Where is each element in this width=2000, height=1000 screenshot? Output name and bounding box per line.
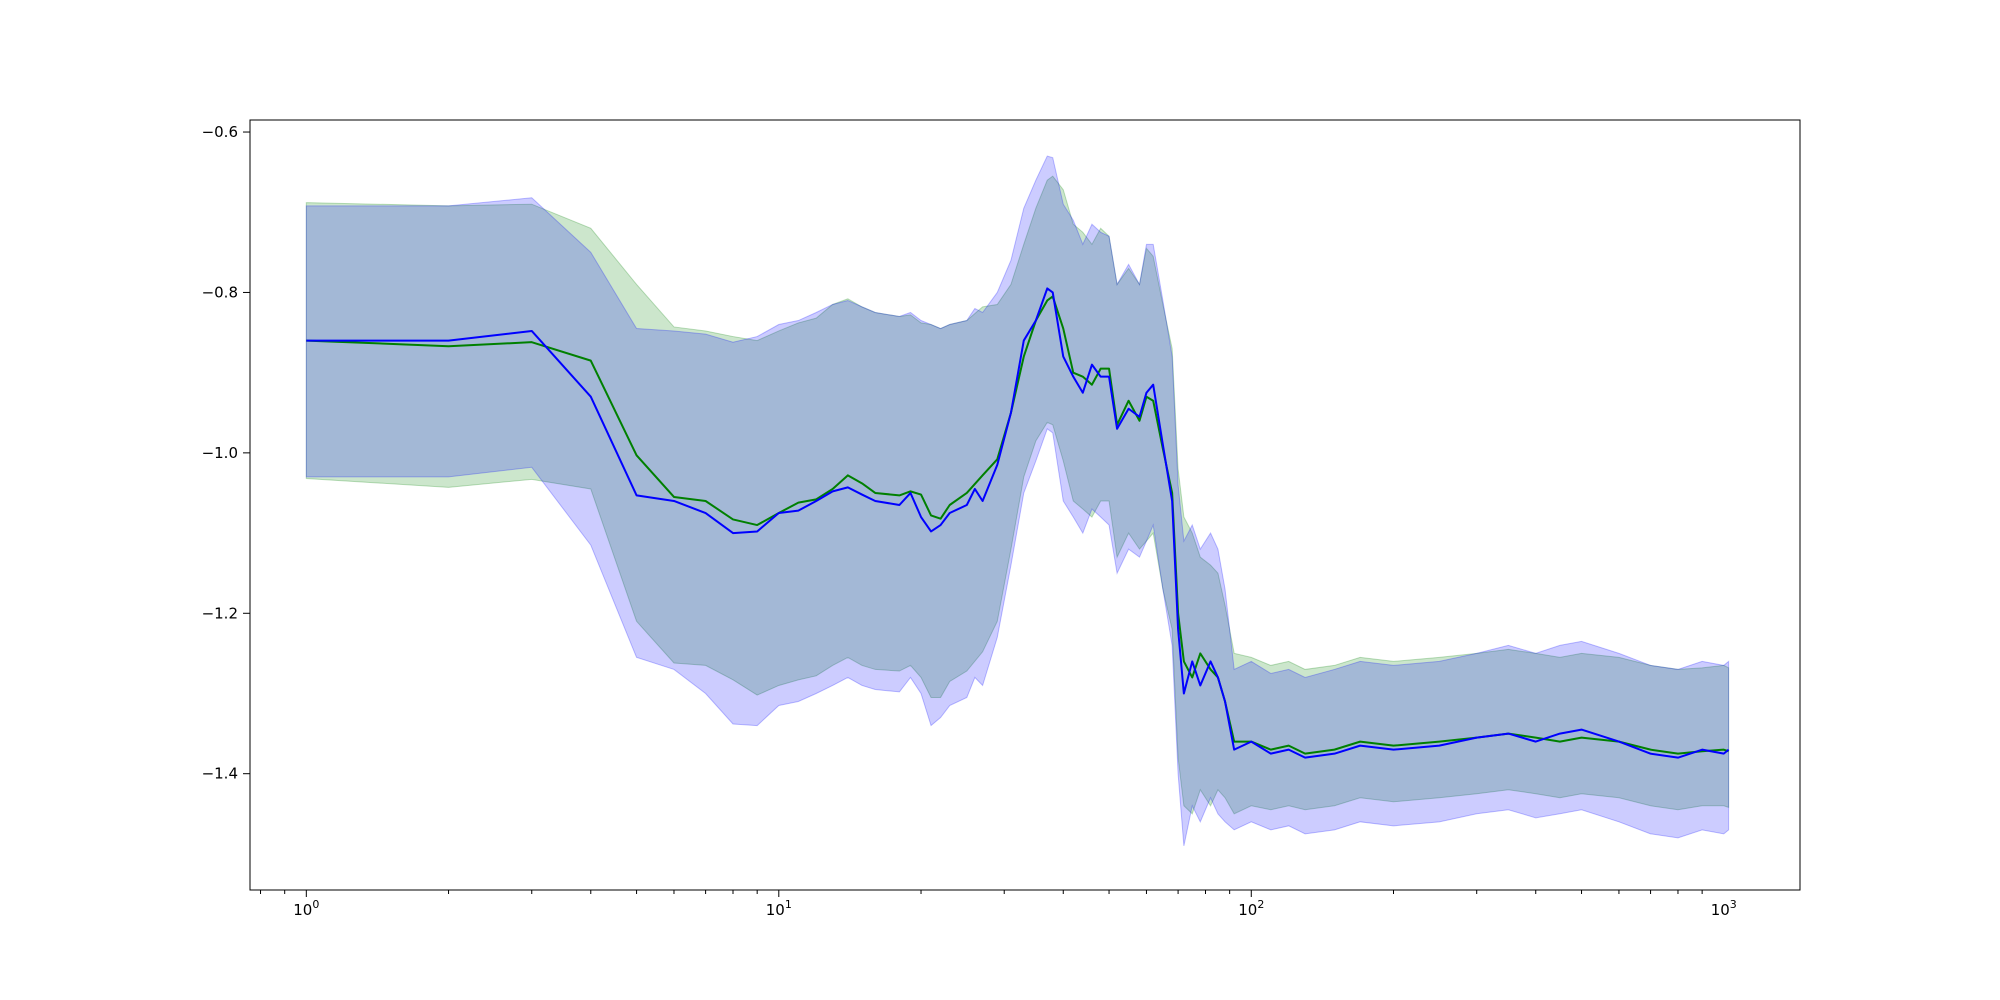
series-lines [306, 287, 1730, 759]
y-tick-label: −1.4 [202, 765, 238, 783]
confidence-bands [305, 155, 1730, 846]
plot-background [250, 120, 1800, 890]
y-axis: −0.6 −0.8 −1.0 −1.2 −1.4 [202, 123, 250, 783]
y-tick-label: −1.0 [202, 444, 238, 462]
series-2-band [305, 155, 1730, 846]
series-2-line [306, 287, 1730, 759]
series-1-band [305, 175, 1730, 815]
plot-area: 100 101 102 103 −0.6−0.8−1.0−1.2−1.4 [202, 119, 1801, 919]
series-1-line [306, 295, 1729, 755]
y-tick-label: −0.8 [202, 283, 238, 301]
y-tick-label: −0.6 [202, 123, 238, 141]
plot-frame [249, 119, 1801, 891]
y-tick-label: −1.2 [202, 604, 238, 622]
